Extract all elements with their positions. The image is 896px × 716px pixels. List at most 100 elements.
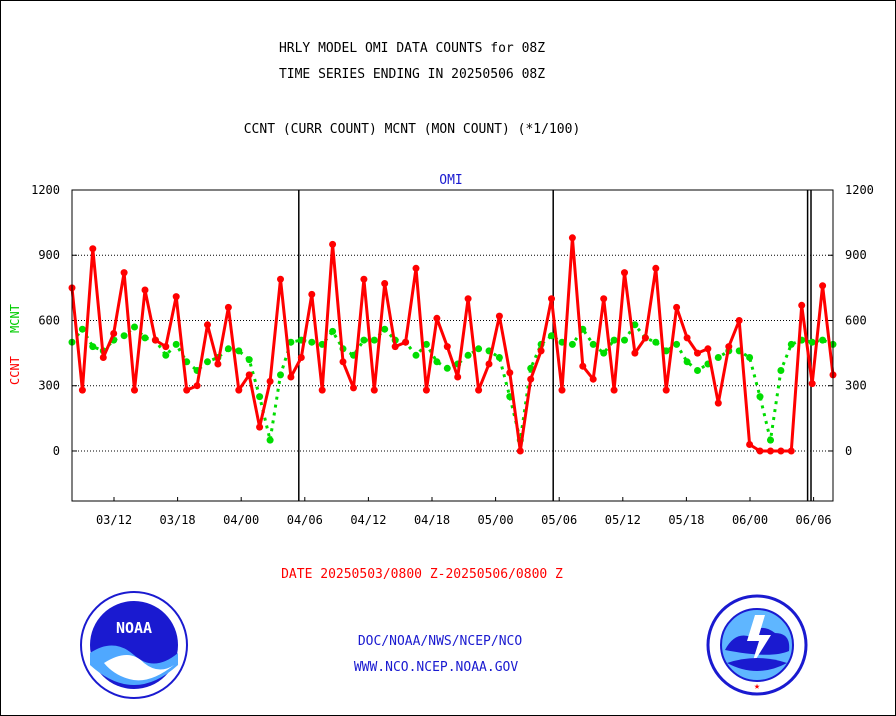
y-tick-label-left: 300 (38, 379, 60, 393)
point-ccnt (673, 303, 681, 311)
point-ccnt (141, 286, 149, 294)
point-ccnt (266, 377, 274, 385)
point-ccnt (798, 301, 806, 309)
point-ccnt (214, 360, 222, 368)
point-mcnt (256, 393, 264, 401)
point-ccnt (297, 354, 305, 361)
point-mcnt (683, 358, 691, 366)
point-ccnt (485, 360, 493, 368)
point-mcnt (381, 325, 389, 333)
point-mcnt (329, 327, 337, 335)
point-mcnt (673, 340, 681, 348)
point-ccnt (172, 293, 180, 301)
point-ccnt (433, 314, 441, 322)
point-ccnt (527, 375, 535, 383)
point-ccnt (756, 447, 764, 455)
point-ccnt (694, 349, 701, 357)
point-ccnt (308, 290, 316, 298)
point-mcnt (819, 336, 827, 344)
point-ccnt (245, 371, 253, 379)
point-mcnt (610, 336, 618, 344)
point-ccnt (204, 321, 211, 329)
point-ccnt (631, 349, 639, 357)
x-tick-label: 04/18 (414, 513, 450, 527)
point-ccnt (767, 447, 774, 455)
point-mcnt (412, 351, 420, 359)
nws-logo[interactable]: ★ (706, 594, 808, 696)
point-ccnt (621, 269, 628, 277)
point-ccnt (558, 386, 566, 394)
point-mcnt (308, 338, 316, 346)
point-mcnt (141, 334, 149, 342)
point-mcnt (652, 338, 660, 346)
grid-layer (72, 190, 833, 501)
point-mcnt (266, 436, 274, 444)
point-ccnt (662, 386, 670, 394)
point-mcnt (464, 351, 472, 359)
point-mcnt (568, 340, 576, 348)
y-tick-label-right: 300 (845, 379, 867, 393)
x-tick-label: 05/12 (605, 513, 641, 527)
point-ccnt (350, 384, 357, 392)
point-mcnt (422, 340, 430, 348)
point-ccnt (641, 334, 649, 342)
point-ccnt (568, 234, 576, 242)
point-mcnt (277, 371, 284, 379)
header-line3: CCNT (CURR COUNT) MCNT (MON COUNT) (*1/1… (244, 122, 581, 137)
point-ccnt (318, 386, 326, 394)
point-mcnt (808, 338, 816, 346)
point-mcnt (245, 356, 253, 364)
point-mcnt (589, 340, 597, 348)
point-mcnt (756, 393, 764, 401)
y-label-mcnt: MCNT (8, 304, 22, 333)
point-ccnt (454, 373, 462, 381)
point-ccnt (110, 330, 118, 337)
point-mcnt (89, 343, 97, 351)
plot-border (71, 189, 834, 502)
point-mcnt (631, 321, 639, 329)
axis-layer: 0 0 300 300 600 600 900 900 1200 1200 03/12 03/18 04… (31, 183, 874, 527)
point-mcnt (433, 358, 441, 366)
x-tick-label: 05/06 (541, 513, 577, 527)
x-tick-label: 04/12 (350, 513, 386, 527)
point-mcnt (621, 336, 628, 344)
point-ccnt (99, 354, 107, 361)
point-ccnt (235, 386, 243, 394)
x-tick-label: 04/00 (223, 513, 259, 527)
point-ccnt (422, 386, 430, 394)
point-ccnt (495, 312, 503, 320)
point-ccnt (256, 423, 264, 431)
point-ccnt (746, 441, 754, 448)
point-ccnt (464, 295, 472, 303)
point-ccnt (704, 345, 712, 353)
nws-star-icon: ★ (754, 681, 760, 692)
noaa-logo-text: NOAA (116, 619, 152, 637)
point-ccnt (683, 334, 691, 342)
header-line2: TIME SERIES ENDING IN 20250506 08Z (279, 67, 545, 82)
point-ccnt (819, 282, 827, 290)
point-ccnt (548, 295, 555, 303)
noaa-logo[interactable]: NOAA (80, 591, 188, 699)
point-mcnt (767, 436, 774, 444)
point-ccnt (516, 447, 524, 455)
point-ccnt (224, 303, 232, 311)
point-mcnt (443, 364, 451, 372)
point-ccnt (506, 369, 514, 377)
point-ccnt (652, 264, 660, 272)
point-ccnt (277, 275, 284, 283)
point-ccnt (339, 358, 347, 366)
point-mcnt (131, 323, 138, 331)
point-ccnt (475, 386, 483, 394)
footer-link-doc[interactable]: DOC/NOAA/NWS/NCEP/NCO (358, 634, 523, 649)
x-tick-label: 03/12 (96, 513, 132, 527)
point-mcnt (777, 367, 785, 374)
y-tick-label-left: 1200 (31, 183, 60, 197)
point-ccnt (391, 343, 399, 351)
point-mcnt (694, 367, 701, 374)
point-ccnt (287, 373, 295, 381)
point-mcnt (746, 354, 754, 361)
point-ccnt (412, 264, 420, 272)
y-tick-label-right: 0 (845, 444, 852, 458)
point-ccnt (370, 386, 378, 394)
footer-link-www[interactable]: WWW.NCO.NCEP.NOAA.GOV (354, 660, 519, 675)
